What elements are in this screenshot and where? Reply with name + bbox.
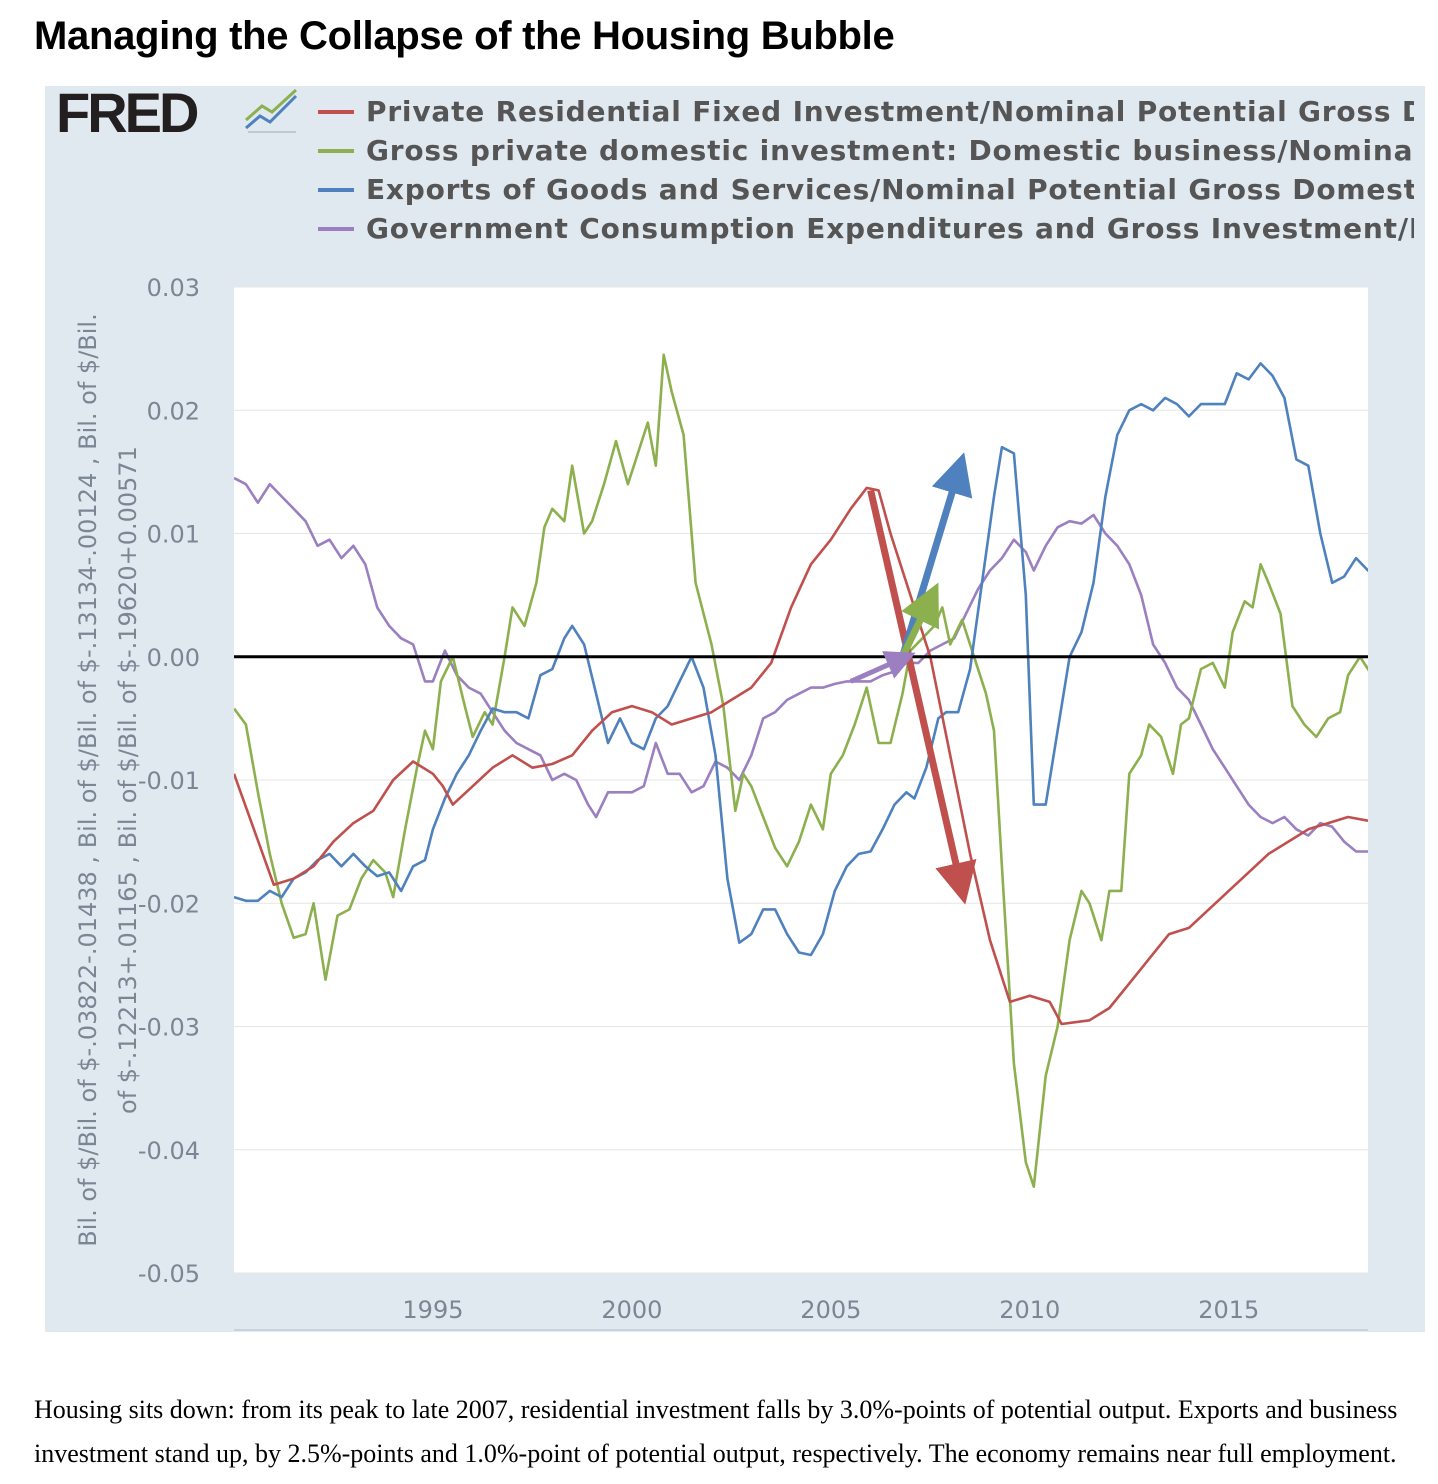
x-axis-ticks: 1995 2000 2005 2010 2015 [234,1296,1368,1330]
y-tick-label: -0.01 [138,767,200,795]
y-tick-label: -0.05 [138,1260,200,1288]
x-tick-label: 1995 [402,1296,463,1324]
y-tick-label: 0.00 [147,644,200,672]
legend-label-residential: Private Residential Fixed Investment/Nom… [366,95,1438,128]
legend: Private Residential Fixed Investment/Nom… [318,95,1438,245]
y-axis-title: Bil. of $/Bil. of $-.03822-.01438 , Bil.… [74,313,142,1246]
y-axis-title-line-1: Bil. of $/Bil. of $-.03822-.01438 , Bil.… [74,313,102,1246]
legend-mask [1414,90,1425,250]
y-tick-label: -0.04 [138,1137,200,1165]
y-axis-title-line-2: of $-.12213+.01165 , Bil. of $/Bil. of $… [114,446,142,1114]
legend-label-business: Gross private domestic investment: Domes… [366,134,1438,167]
legend-mask-outer [1425,90,1438,250]
x-tick-label: 2005 [800,1296,861,1324]
legend-label-government: Government Consumption Expenditures and … [366,212,1438,245]
x-tick-label: 2015 [1198,1296,1259,1324]
chart-trend-icon [246,90,296,132]
x-tick-label: 2010 [999,1296,1060,1324]
figure-caption: Housing sits down: from its peak to late… [34,1388,1414,1476]
fred-chart: FRED Private Residential Fixed Investmen… [0,0,1438,1340]
fred-logo: FRED [56,81,198,144]
y-tick-label: 0.01 [147,521,200,549]
y-tick-label: 0.03 [147,274,200,302]
x-tick-label: 2000 [601,1296,662,1324]
y-tick-label: -0.02 [138,890,200,918]
y-axis-ticks: 0.03 0.02 0.01 0.00 -0.01 -0.02 -0.03 -0.04 -0.0… [138,274,200,1288]
legend-label-exports: Exports of Goods and Services/Nominal Po… [366,173,1438,206]
y-tick-label: 0.02 [147,397,200,425]
y-tick-label: -0.03 [138,1014,200,1042]
